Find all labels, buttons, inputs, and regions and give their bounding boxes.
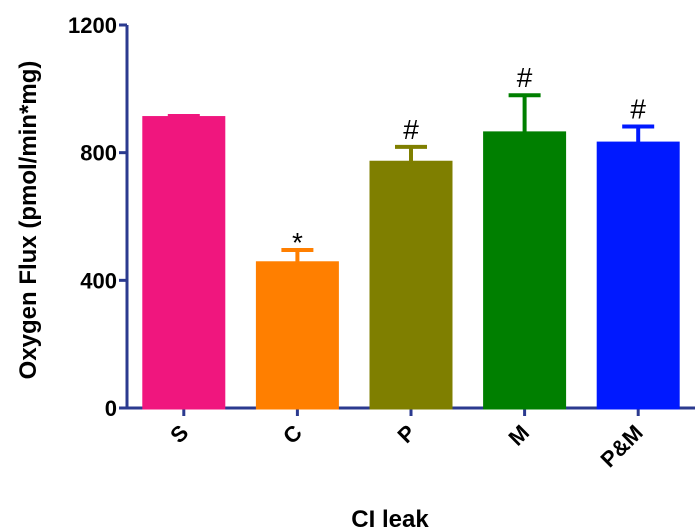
x-tick-label: M xyxy=(503,420,534,451)
significance-label: # xyxy=(630,93,646,124)
y-axis-title: Oxygen Flux (pmol/min*mg) xyxy=(15,61,42,380)
x-tick-label: P&M xyxy=(595,420,647,472)
y-tick-label: 800 xyxy=(80,141,117,166)
y-tick-label: 1200 xyxy=(68,13,117,38)
significance-label: # xyxy=(517,62,533,93)
x-axis-title: CI leak xyxy=(351,506,429,532)
y-tick-label: 400 xyxy=(80,268,117,293)
significance-label: * xyxy=(292,227,303,258)
y-tick-label: 0 xyxy=(105,396,117,421)
bar-s xyxy=(142,116,226,410)
bar-p-m xyxy=(596,141,680,410)
x-axis: S C P M P&M xyxy=(127,406,695,472)
significance-label: # xyxy=(403,114,419,145)
bars-group: * # # # xyxy=(142,62,680,410)
x-tick-label: P xyxy=(392,420,420,448)
x-tick-label: S xyxy=(165,420,193,448)
bar-m xyxy=(483,131,567,410)
y-axis: 0 400 800 1200 xyxy=(68,13,129,421)
bar-p xyxy=(369,160,453,410)
x-tick-label: C xyxy=(278,420,307,449)
bar-c xyxy=(255,261,339,410)
